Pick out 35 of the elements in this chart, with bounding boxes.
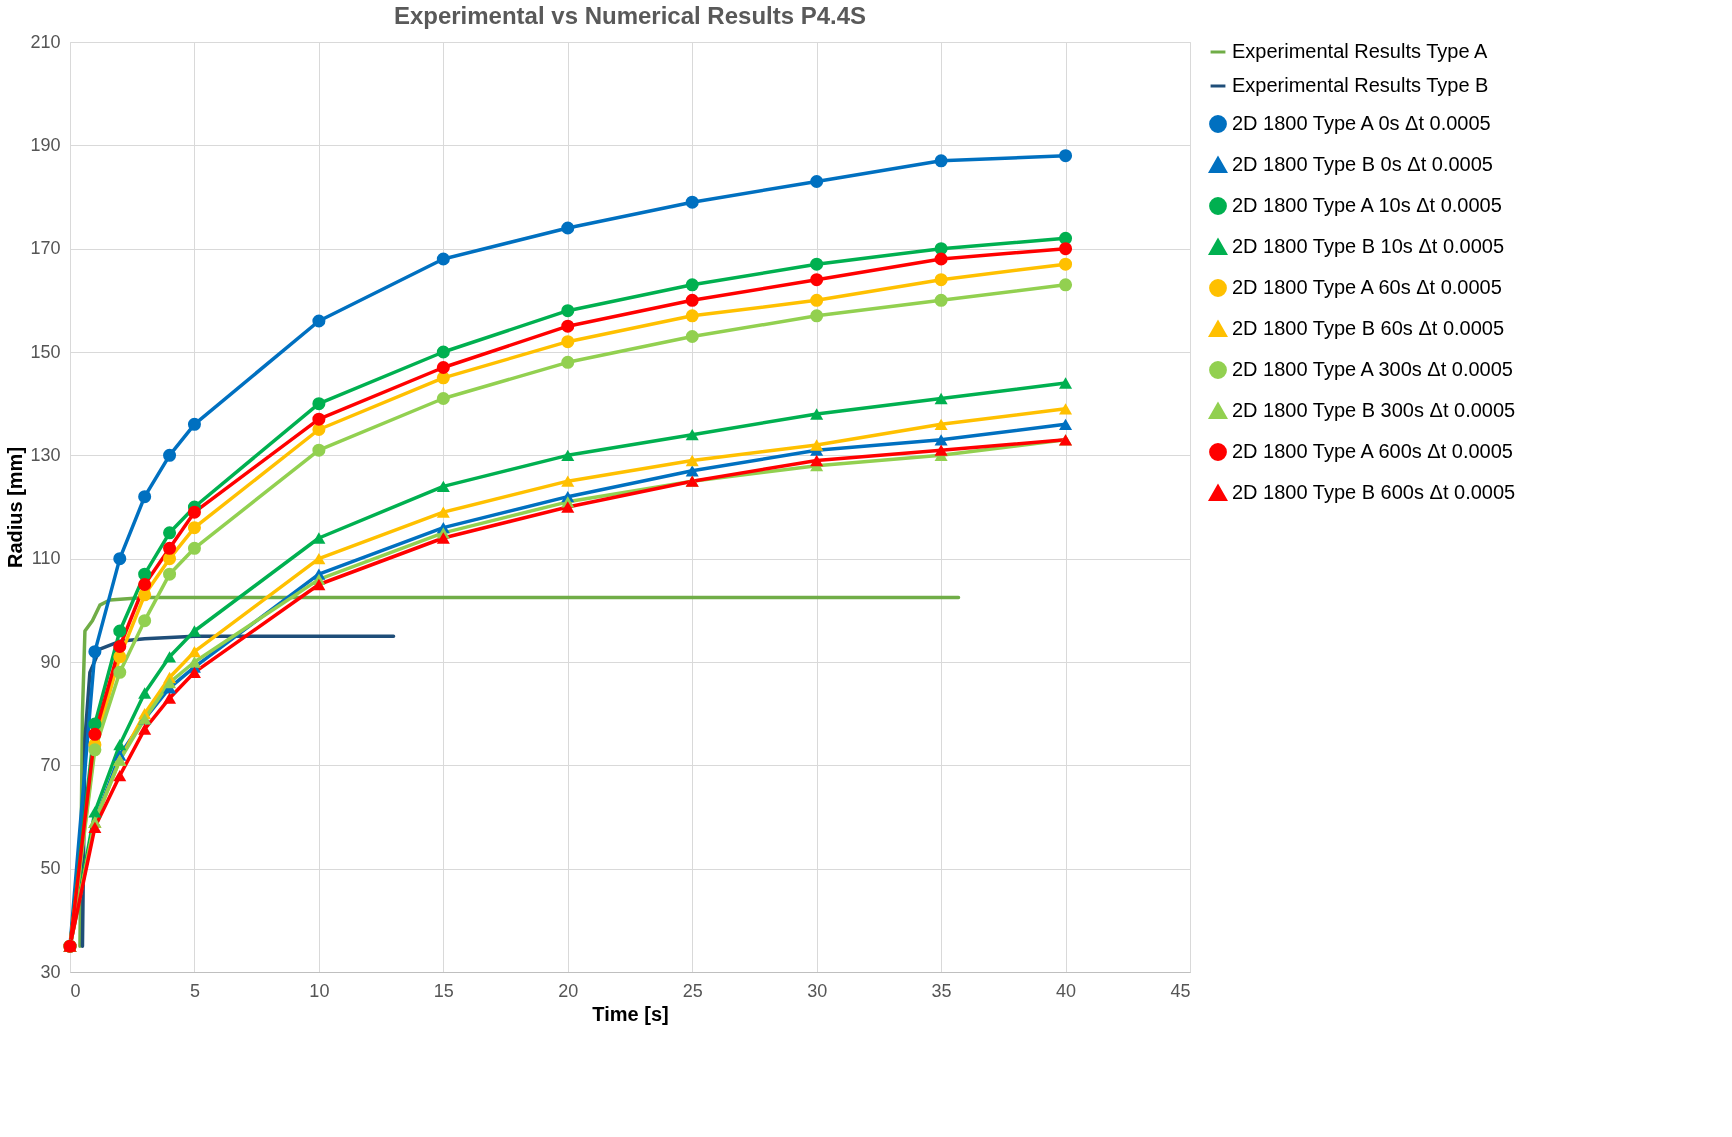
x-tick-label: 30 xyxy=(807,980,828,1001)
legend-label: Experimental Results Type B xyxy=(1232,74,1489,96)
x-tick-label: 5 xyxy=(189,980,200,1001)
y-tick-label: 90 xyxy=(40,651,61,672)
legend-label: 2D 1800 Type A 600s Δt 0.0005 xyxy=(1232,440,1513,462)
y-tick-label: 110 xyxy=(31,548,61,569)
legend-label: 2D 1800 Type B 0s Δt 0.0005 xyxy=(1232,153,1493,175)
y-tick-label: 210 xyxy=(30,31,61,52)
x-tick-label: 15 xyxy=(433,980,454,1001)
y-tick-label: 70 xyxy=(40,754,61,775)
legend-label: 2D 1800 Type A 10s Δt 0.0005 xyxy=(1232,194,1502,216)
legend-label: 2D 1800 Type B 60s Δt 0.0005 xyxy=(1232,317,1505,339)
x-tick-label: 35 xyxy=(931,980,952,1001)
legend-label: 2D 1800 Type A 300s Δt 0.0005 xyxy=(1232,358,1513,380)
legend-label: 2D 1800 Type A 0s Δt 0.0005 xyxy=(1232,112,1491,134)
y-tick-label: 50 xyxy=(40,858,61,879)
x-tick-label: 25 xyxy=(682,980,703,1001)
x-tick-label: 10 xyxy=(309,980,330,1001)
legend-label: 2D 1800 Type A 60s Δt 0.0005 xyxy=(1232,276,1502,298)
chart-title: Experimental vs Numerical Results P4.4S xyxy=(393,2,867,29)
y-tick-label: 150 xyxy=(30,341,61,362)
x-tick-label: 20 xyxy=(558,980,579,1001)
x-tick-label: 0 xyxy=(70,980,81,1001)
legend-label: 2D 1800 Type B 300s Δt 0.0005 xyxy=(1232,399,1516,421)
legend-label: 2D 1800 Type B 600s Δt 0.0005 xyxy=(1232,481,1516,503)
y-tick-label: 190 xyxy=(30,134,61,155)
y-axis-title: Radius [mm] xyxy=(4,446,27,569)
y-tick-label: 30 xyxy=(40,961,61,982)
x-axis-title: Time [s] xyxy=(592,1002,669,1025)
y-tick-label: 130 xyxy=(30,444,61,465)
legend-label: Experimental Results Type A xyxy=(1232,40,1488,62)
x-tick-label: 45 xyxy=(1170,980,1191,1001)
y-tick-label: 170 xyxy=(30,238,61,259)
x-tick-label: 40 xyxy=(1056,980,1077,1001)
legend-label: 2D 1800 Type B 10s Δt 0.0005 xyxy=(1232,235,1505,257)
